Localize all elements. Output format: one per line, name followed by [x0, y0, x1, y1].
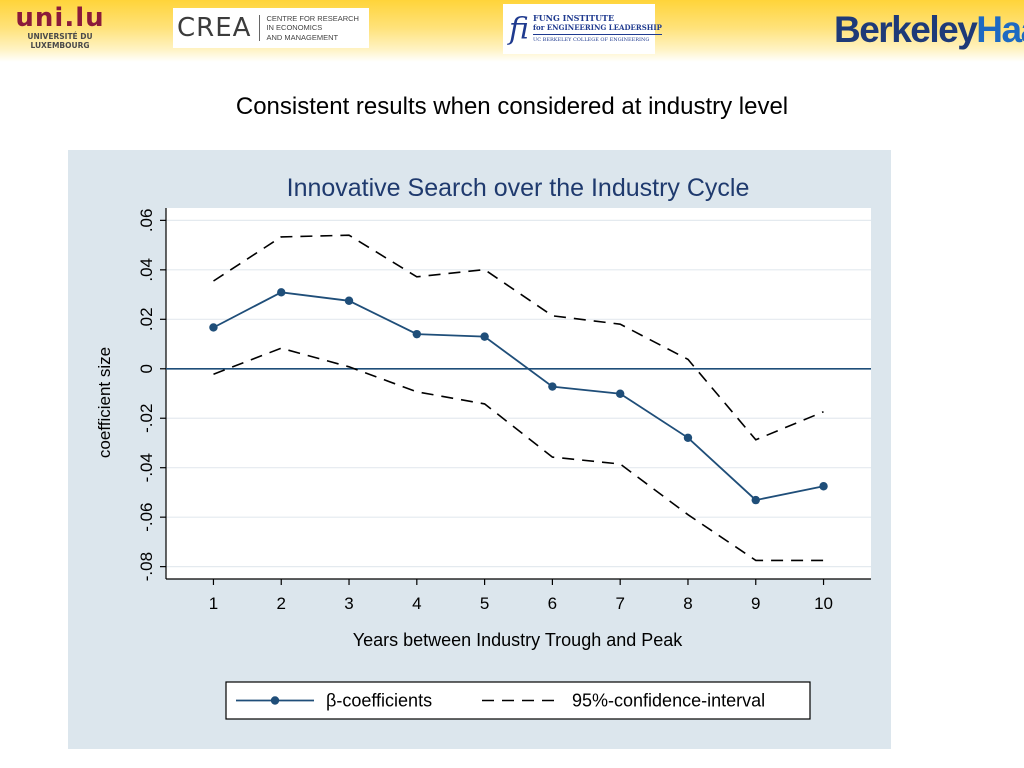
slide-title: Consistent results when considered at in… — [235, 93, 789, 120]
beta-point-4 — [412, 329, 422, 339]
legend-box — [225, 681, 811, 720]
beta-point-9 — [751, 495, 760, 505]
fung-line3: UC BERKELEY COLLEGE OF ENGINEERING — [533, 34, 662, 44]
x-tick-label-7: 8 — [683, 594, 692, 613]
fung-mark: fi — [509, 11, 530, 47]
x-tick-label-1: 2 — [277, 594, 286, 613]
y-axis-label: coefficient size — [95, 347, 114, 458]
x-tick-label-2: 3 — [344, 594, 353, 613]
beta-point-7 — [615, 389, 625, 398]
beta-point-1 — [209, 323, 218, 332]
x-tick-label-5: 6 — [548, 594, 557, 613]
uni-lu-wordmark: uni.lu — [15, 3, 105, 33]
haas-part2: Haas — [976, 9, 1024, 50]
beta-point-8 — [683, 433, 693, 442]
beta-point-6 — [548, 382, 557, 391]
chart: Innovative Search over the Industry Cycl… — [95, 174, 871, 720]
y-tick-label-5: .02 — [137, 307, 156, 331]
x-tick-label-4: 5 — [480, 594, 489, 613]
fung-institute-logo: fi FUNG INSTITUTE for ENGINEERING LEADER… — [503, 4, 662, 54]
y-tick-label-1: -.06 — [137, 503, 156, 532]
crea-line3: AND MANAGEMENT — [266, 32, 339, 42]
x-tick-label-0: 1 — [209, 594, 218, 613]
chart-title: Innovative Search over the Industry Cycl… — [287, 174, 750, 202]
berkeley-haas-logo: BerkeleyHaas — [834, 6, 1024, 54]
uni-lu-logo: uni.lu UNIVERSITÉ DU LUXEMBOURG — [15, 4, 103, 58]
y-tick-label-7: .06 — [137, 209, 156, 233]
x-tick-label-9: 10 — [814, 594, 833, 613]
crea-line1: CENTRE FOR RESEARCH — [266, 13, 359, 23]
crea-divider — [259, 15, 261, 41]
fung-line2: for ENGINEERING LEADERSHIP — [533, 23, 662, 32]
legend-label-1: β-coefficients — [326, 691, 432, 711]
crea-subtitle: CENTRE FOR RESEARCH IN ECONOMICS AND MAN… — [266, 14, 359, 43]
crea-wordmark: CREA — [177, 13, 252, 43]
fung-text: FUNG INSTITUTE for ENGINEERING LEADERSHI… — [533, 14, 662, 44]
beta-point-5 — [480, 332, 489, 341]
ci-line-2 — [213, 347, 824, 562]
y-tick-label-6: .04 — [137, 258, 156, 282]
y-tick-label-0: -.08 — [137, 552, 156, 581]
uni-lu-line2: LUXEMBOURG — [30, 41, 90, 50]
beta-point-10 — [819, 482, 828, 491]
crea-line2: IN ECONOMICS — [266, 23, 323, 33]
y-tick-label-4: 0 — [137, 364, 156, 373]
beta-point-2 — [277, 288, 286, 297]
y-tick-label-3: -.02 — [137, 404, 156, 433]
x-tick-label-6: 7 — [615, 594, 624, 613]
uni-lu-line1: UNIVERSITÉ DU — [27, 32, 93, 41]
y-tick-label-2: -.04 — [137, 453, 156, 482]
legend-label-2: 95%-confidence-interval — [572, 691, 765, 711]
x-axis-label: Years between Industry Trough and Peak — [353, 630, 684, 650]
x-tick-label-8: 9 — [751, 594, 760, 613]
fung-line1: FUNG INSTITUTE — [533, 13, 615, 23]
chart-panel: Innovative Search over the Industry Cycl… — [68, 150, 891, 749]
beta-coefficient-line — [213, 291, 824, 502]
plot-area — [166, 208, 871, 579]
x-tick-label-3: 4 — [412, 594, 421, 613]
haas-part1: Berkeley — [834, 9, 978, 50]
legend-marker-1 — [270, 696, 280, 705]
beta-point-3 — [344, 296, 354, 305]
crea-logo: CREA CENTRE FOR RESEARCH IN ECONOMICS AN… — [173, 8, 369, 48]
